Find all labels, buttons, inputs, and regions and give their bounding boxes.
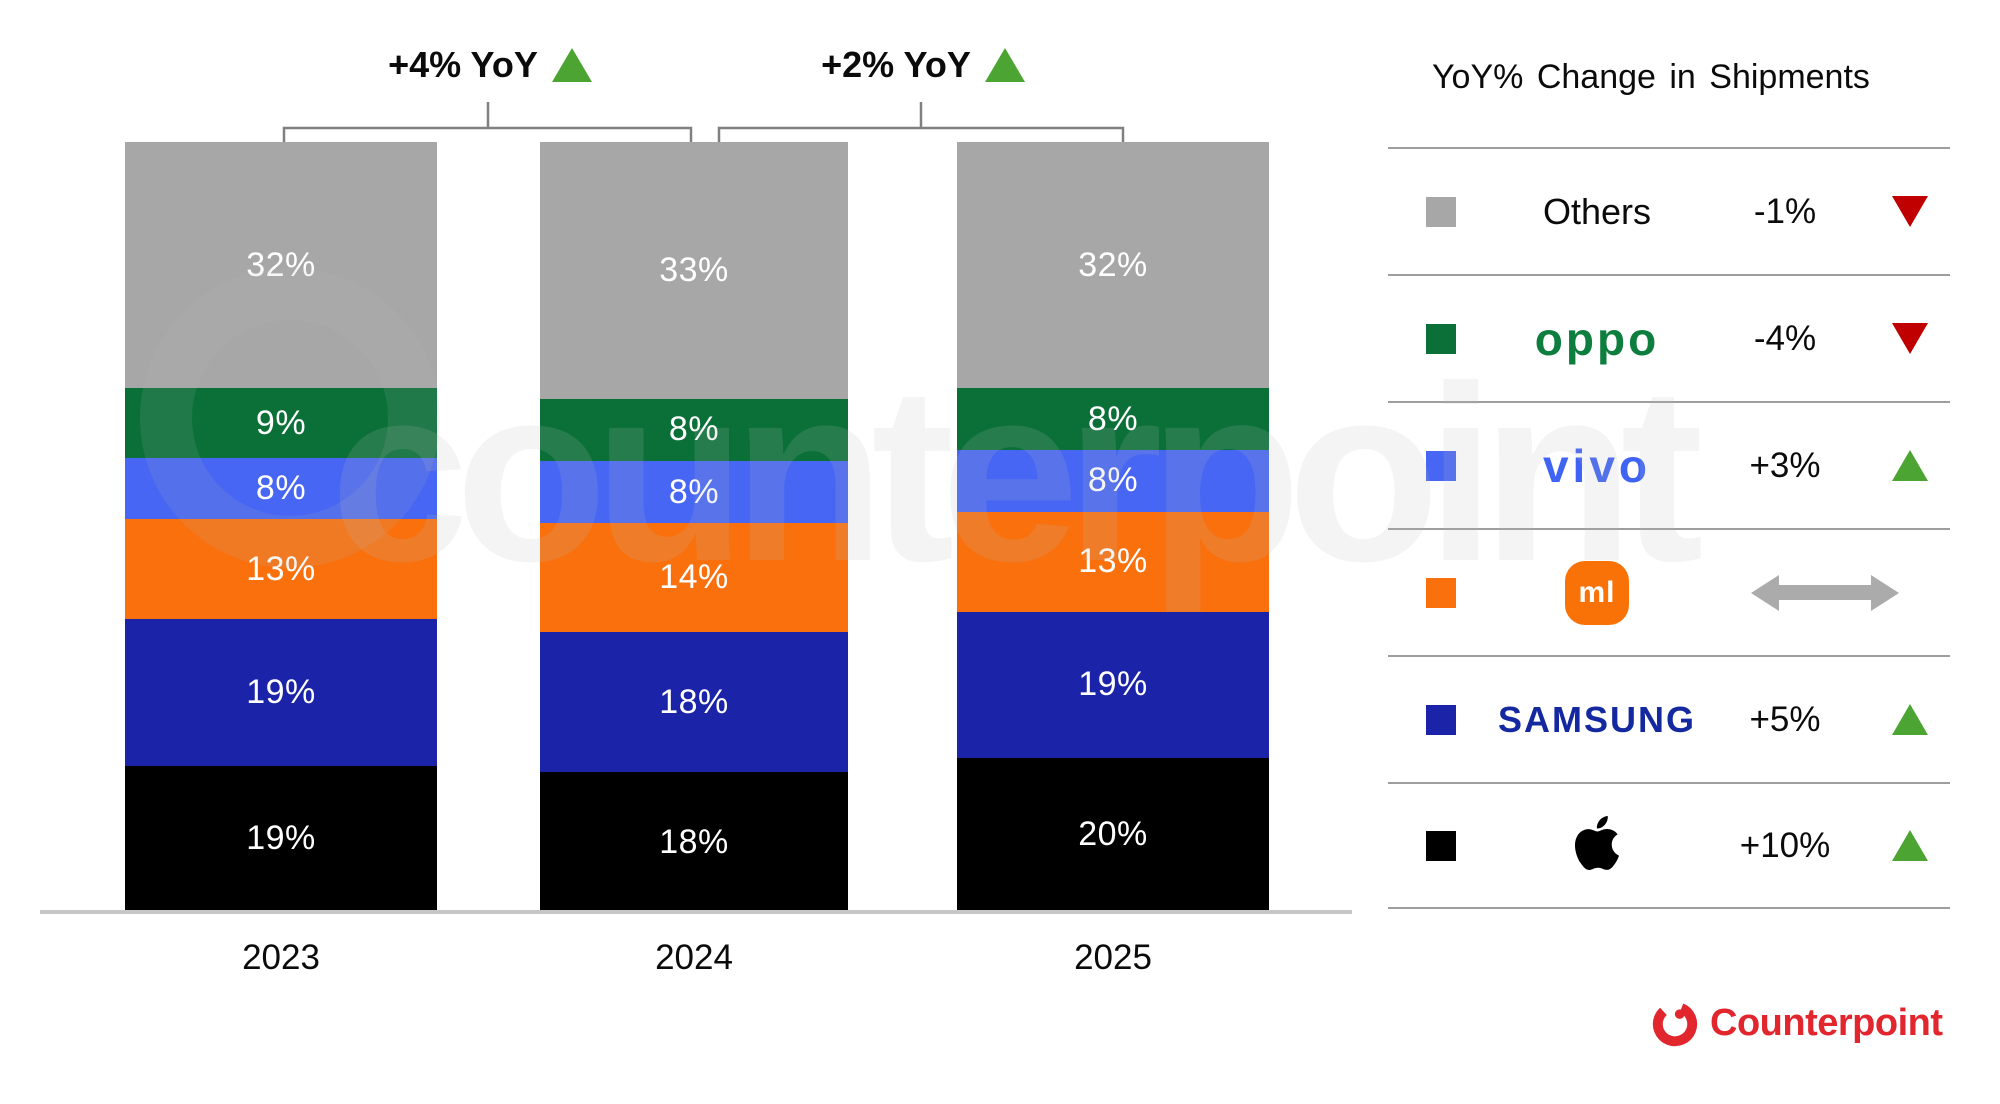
- apple-change-value: +10%: [1739, 825, 1831, 865]
- segment-value-label: 14%: [659, 558, 729, 597]
- bar-segment-vivo-2025: 8%: [957, 450, 1269, 512]
- oppo-change-value: -4%: [1753, 318, 1817, 358]
- bar-segment-samsung-2024: 18%: [540, 632, 848, 772]
- segment-value-label: 9%: [255, 403, 307, 442]
- legend-row-others: Others -1%: [1388, 147, 1950, 274]
- x-tick-2025: 2025: [1074, 938, 1152, 977]
- mi-logo-icon: ml: [1565, 560, 1629, 625]
- samsung-logo: SAMSUNG: [1497, 698, 1696, 740]
- down-triangle-icon: [1892, 196, 1928, 227]
- bar-segment-xiaomi-2025: 13%: [957, 511, 1269, 612]
- yoy-annotation-2024-2025: +2% YoY: [733, 44, 1113, 86]
- flat-arrow-right-head: [1871, 574, 1899, 611]
- bar-segment-apple-2023: 19%: [125, 765, 437, 912]
- others-label: Others: [1542, 190, 1652, 232]
- apple-swatch: [1426, 830, 1456, 861]
- flat-arrow-left-head: [1751, 574, 1779, 611]
- yoy-annotation-text: +2% YoY: [821, 44, 971, 85]
- flat-arrow-bar: [1779, 585, 1871, 600]
- down-triangle-icon: [1892, 323, 1928, 354]
- samsung-change-value: +5%: [1749, 699, 1821, 739]
- vivo-swatch: [1426, 450, 1456, 481]
- segment-value-label: 8%: [1087, 461, 1139, 500]
- segment-value-label: 19%: [1078, 665, 1148, 704]
- segment-value-label: 18%: [659, 682, 729, 721]
- bar-segment-xiaomi-2023: 13%: [125, 519, 437, 620]
- segment-value-label: 13%: [246, 549, 316, 588]
- xiaomi-swatch: [1426, 577, 1456, 608]
- segment-value-label: 18%: [659, 822, 729, 861]
- oppo-swatch: [1426, 323, 1456, 354]
- bar-segment-apple-2024: 18%: [540, 772, 848, 912]
- bar-segment-others-2023: 32%: [125, 142, 437, 389]
- counterpoint-logo-text: Counterpoint: [1710, 1001, 1943, 1044]
- flat-arrow-icon: [1751, 574, 1899, 611]
- legend-row-vivo: vivo +3%: [1388, 401, 1950, 528]
- legend-row-oppo: oppo -4%: [1388, 274, 1950, 401]
- x-tick-2024: 2024: [655, 938, 733, 977]
- x-axis-line: [40, 910, 1352, 914]
- oppo-logo: oppo: [1534, 312, 1660, 365]
- mi-logo-glyph: ml: [1578, 575, 1616, 609]
- up-triangle-icon: [551, 48, 592, 82]
- apple-logo-icon: [1575, 816, 1619, 871]
- bar-segment-others-2025: 32%: [957, 142, 1269, 389]
- stacked-bar-2023: 32% 9% 8% 13% 19% 19%: [125, 142, 437, 912]
- up-triangle-icon: [1892, 704, 1928, 735]
- legend: Others -1% oppo -4% vivo +3% ml: [1388, 147, 1950, 909]
- segment-value-label: 8%: [1087, 399, 1139, 438]
- up-triangle-icon: [1892, 830, 1928, 861]
- up-triangle-icon: [1892, 450, 1928, 481]
- segment-value-label: 19%: [246, 673, 316, 712]
- legend-title: YoY% Change in Shipments: [1432, 58, 1870, 96]
- vivo-change-value: +3%: [1749, 445, 1821, 485]
- up-triangle-icon: [984, 48, 1025, 82]
- segment-value-label: 19%: [246, 819, 316, 858]
- segment-value-label: 20%: [1078, 815, 1148, 854]
- bar-segment-samsung-2023: 19%: [125, 619, 437, 766]
- bar-segment-xiaomi-2024: 14%: [540, 523, 848, 632]
- bar-segment-vivo-2023: 8%: [125, 457, 437, 520]
- segment-value-label: 8%: [668, 410, 720, 449]
- bar-segment-oppo-2024: 8%: [540, 398, 848, 461]
- bar-segment-others-2024: 33%: [540, 142, 848, 399]
- bar-segment-apple-2025: 20%: [957, 757, 1269, 912]
- stacked-bar-2025: 32% 8% 8% 13% 19% 20%: [957, 142, 1269, 912]
- legend-row-apple: +10%: [1388, 782, 1950, 909]
- bar-segment-oppo-2023: 9%: [125, 388, 437, 458]
- stacked-bar-2024: 33% 8% 8% 14% 18% 18%: [540, 142, 848, 912]
- others-swatch: [1426, 196, 1456, 227]
- bar-segment-samsung-2025: 19%: [957, 611, 1269, 758]
- bar-segment-oppo-2025: 8%: [957, 388, 1269, 450]
- vivo-logo: vivo: [1542, 439, 1652, 492]
- segment-value-label: 33%: [659, 250, 729, 289]
- segment-value-label: 32%: [1078, 245, 1148, 284]
- counterpoint-logo: Counterpoint: [1650, 998, 1943, 1048]
- legend-row-samsung: SAMSUNG +5%: [1388, 655, 1950, 782]
- segment-value-label: 32%: [246, 245, 316, 284]
- legend-row-xiaomi: ml: [1388, 528, 1950, 655]
- counterpoint-logo-icon: [1652, 1001, 1698, 1047]
- yoy-annotation-2023-2024: +4% YoY: [300, 44, 680, 86]
- yoy-annotation-text: +4% YoY: [388, 44, 538, 85]
- segment-value-label: 13%: [1078, 542, 1148, 581]
- others-change-value: -1%: [1753, 191, 1817, 231]
- samsung-swatch: [1426, 704, 1456, 735]
- xiaomi-logo: ml: [1565, 560, 1629, 625]
- segment-value-label: 8%: [255, 469, 307, 507]
- segment-value-label: 8%: [668, 472, 720, 511]
- x-tick-2023: 2023: [242, 938, 320, 977]
- bar-segment-vivo-2024: 8%: [540, 460, 848, 524]
- apple-logo: [1570, 813, 1624, 878]
